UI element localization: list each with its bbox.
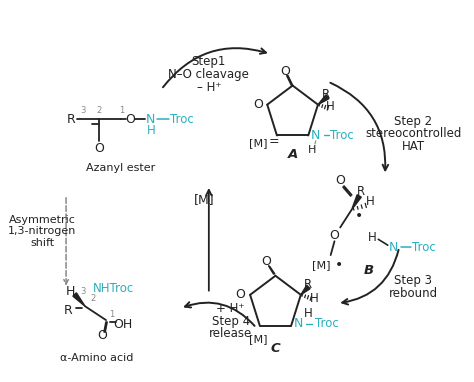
Text: NHTroc: NHTroc — [93, 282, 134, 295]
Text: Troc: Troc — [315, 317, 339, 330]
Text: Azanyl ester: Azanyl ester — [86, 163, 155, 173]
Text: Step 2: Step 2 — [394, 115, 433, 128]
Text: O: O — [329, 229, 339, 242]
Polygon shape — [301, 285, 310, 295]
Text: O: O — [97, 329, 107, 342]
Text: [M]: [M] — [194, 193, 214, 206]
Text: R: R — [357, 186, 365, 199]
Text: •: • — [355, 209, 364, 223]
Text: H: H — [366, 195, 375, 208]
Text: C: C — [271, 342, 280, 355]
Text: R: R — [304, 278, 312, 291]
Text: 2: 2 — [97, 106, 102, 115]
Text: R: R — [321, 88, 329, 101]
Text: Troc: Troc — [330, 129, 354, 142]
Text: B: B — [364, 264, 374, 277]
Text: Step1: Step1 — [191, 55, 226, 68]
Text: H: H — [304, 308, 313, 320]
Text: 1,3-nitrogen: 1,3-nitrogen — [8, 227, 76, 236]
Text: R: R — [64, 304, 73, 317]
Text: O: O — [261, 256, 271, 269]
Text: H: H — [308, 145, 316, 155]
Polygon shape — [73, 293, 85, 306]
Text: R: R — [66, 113, 75, 126]
Text: + H⁺: + H⁺ — [217, 302, 245, 315]
Text: H: H — [310, 292, 319, 305]
Text: 3: 3 — [81, 106, 86, 115]
Polygon shape — [318, 95, 329, 105]
Text: N: N — [294, 317, 303, 330]
Text: [M]: [M] — [312, 260, 330, 270]
Text: •: • — [335, 258, 343, 272]
Text: N: N — [389, 241, 398, 254]
Text: stereocontrolled: stereocontrolled — [365, 127, 462, 140]
Text: 1: 1 — [118, 106, 124, 115]
Text: H: H — [146, 125, 155, 138]
Text: N: N — [311, 129, 320, 142]
Text: O: O — [280, 65, 290, 78]
Text: 2: 2 — [90, 294, 95, 303]
Text: [M]: [M] — [249, 335, 267, 345]
Text: OH: OH — [114, 317, 133, 330]
Text: rebound: rebound — [389, 287, 438, 300]
Text: release: release — [209, 327, 252, 340]
Text: A: A — [287, 148, 298, 161]
Text: 3: 3 — [81, 287, 86, 296]
Text: O: O — [236, 288, 246, 301]
Text: =: = — [269, 135, 279, 148]
Text: N–O cleavage: N–O cleavage — [168, 68, 249, 81]
Text: Step 3: Step 3 — [394, 274, 432, 287]
Text: 1: 1 — [109, 310, 114, 319]
Text: O: O — [94, 142, 104, 155]
Text: H: H — [66, 285, 75, 298]
Text: Troc: Troc — [170, 113, 194, 126]
Text: shift: shift — [30, 238, 55, 248]
Text: HAT: HAT — [402, 140, 425, 153]
Text: Asymmetric: Asymmetric — [9, 215, 76, 225]
Text: H: H — [368, 231, 377, 244]
Text: Troc: Troc — [412, 241, 436, 254]
Text: H: H — [326, 100, 335, 113]
Text: – H⁺: – H⁺ — [197, 81, 221, 94]
Text: [M]: [M] — [249, 138, 267, 148]
Text: α-Amino acid: α-Amino acid — [60, 353, 133, 363]
Text: Step 4: Step 4 — [212, 315, 250, 328]
Polygon shape — [352, 195, 361, 210]
Text: N: N — [146, 113, 155, 126]
Text: O: O — [253, 98, 263, 111]
Text: O: O — [335, 174, 345, 187]
Text: O: O — [125, 113, 135, 126]
